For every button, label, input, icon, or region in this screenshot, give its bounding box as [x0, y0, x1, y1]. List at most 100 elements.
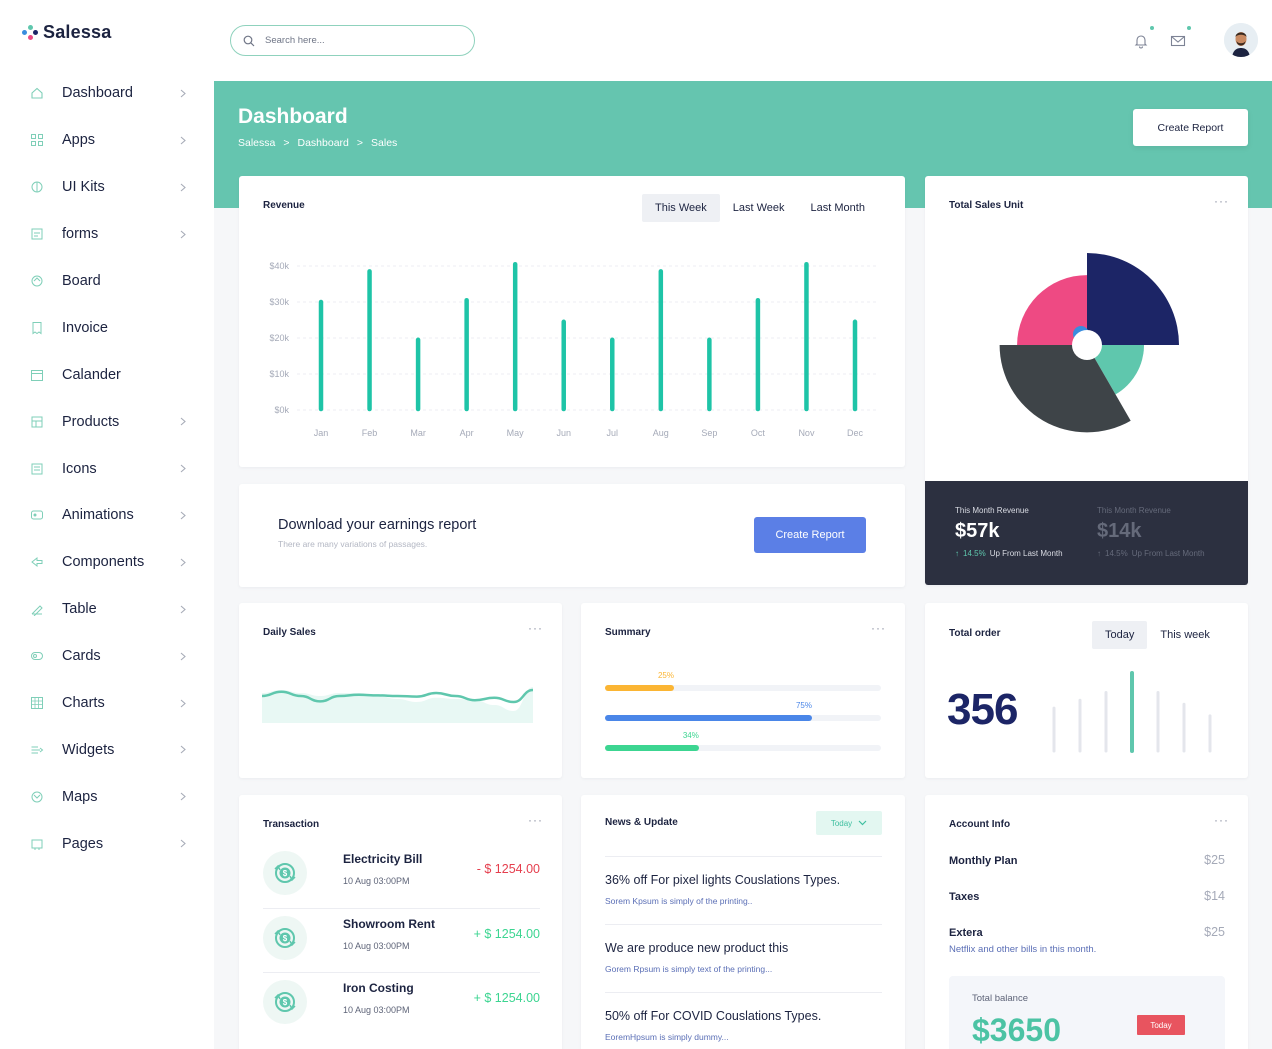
- maps-icon: [30, 790, 44, 804]
- chevron-right-icon[interactable]: [178, 88, 188, 98]
- balance-badge[interactable]: Today: [1137, 1015, 1185, 1035]
- sidebar-item-components[interactable]: Components: [0, 539, 214, 586]
- daily-sales-line[interactable]: [261, 688, 534, 704]
- more-options-icon[interactable]: ···: [528, 813, 543, 827]
- account-row-value: $14: [1204, 889, 1225, 903]
- search-input[interactable]: [265, 35, 455, 46]
- x-tick-label: Jan: [314, 428, 329, 438]
- more-options-icon[interactable]: ···: [1214, 194, 1229, 208]
- change-note: Up From Last Month: [989, 549, 1063, 558]
- polar-slice[interactable]: [1017, 275, 1087, 345]
- chevron-right-icon[interactable]: [178, 651, 188, 661]
- sidebar-item-table[interactable]: Table: [0, 586, 214, 633]
- news-item[interactable]: 50% off For COVID Couslations Types. Eore…: [605, 992, 882, 1042]
- x-tick-label: Nov: [798, 428, 815, 438]
- brand[interactable]: Salessa: [22, 22, 111, 43]
- mail-icon: [1170, 35, 1186, 47]
- sidebar-item-invoice[interactable]: Invoice: [0, 304, 214, 351]
- sidebar-item-maps[interactable]: Maps: [0, 773, 214, 820]
- prev-month-label: This Month Revenue: [1097, 506, 1171, 515]
- search-box[interactable]: [230, 25, 475, 56]
- sales-polar-chart: [999, 253, 1179, 433]
- sidebar-item-pages[interactable]: Pages: [0, 820, 214, 867]
- progress-fill: [605, 715, 812, 721]
- transaction-row[interactable]: $ Electricity Bill 10 Aug 03:00PM - $ 1254.…: [263, 844, 540, 908]
- more-options-icon[interactable]: ···: [528, 621, 543, 635]
- tab-this-week[interactable]: This Week: [642, 194, 720, 222]
- y-tick-label: $30k: [269, 297, 289, 307]
- polar-slice[interactable]: [999, 345, 1131, 433]
- prev-month-change: ↑ 14.5% Up From Last Month: [1097, 549, 1205, 558]
- revenue-card: Revenue This Week Last Week Last Month $…: [239, 176, 905, 467]
- sidebar-item-forms[interactable]: forms: [0, 211, 214, 258]
- chevron-right-icon[interactable]: [178, 698, 188, 708]
- search-icon: [243, 35, 255, 46]
- transaction-amount: + $ 1254.00: [473, 927, 540, 941]
- messages-button[interactable]: [1169, 26, 1191, 50]
- polar-slice[interactable]: [1087, 345, 1145, 395]
- chevron-right-icon[interactable]: [178, 135, 188, 145]
- tab-today[interactable]: Today: [1092, 621, 1148, 649]
- news-filter-dropdown[interactable]: Today: [816, 811, 882, 835]
- table-icon: [30, 602, 44, 617]
- change-percent: 14.5%: [1105, 549, 1128, 558]
- y-tick-label: $20k: [269, 333, 289, 343]
- x-tick-label: Dec: [847, 428, 864, 438]
- more-options-icon[interactable]: ···: [871, 621, 886, 635]
- news-card: News & Update Today 36% off For pixel li…: [581, 795, 905, 1049]
- balance-value: $3650: [972, 1012, 1061, 1048]
- download-create-report-button[interactable]: Create Report: [754, 517, 866, 553]
- chevron-right-icon[interactable]: [178, 182, 188, 192]
- more-options-icon[interactable]: ···: [1214, 813, 1229, 827]
- chevron-right-icon[interactable]: [178, 839, 188, 849]
- chevron-right-icon[interactable]: [178, 417, 188, 427]
- chevron-right-icon[interactable]: [178, 229, 188, 239]
- pages-icon: [30, 837, 44, 851]
- progress-track: [605, 685, 881, 691]
- sidebar-item-animations[interactable]: Animations: [0, 492, 214, 539]
- transaction-name: Electricity Bill: [343, 852, 423, 866]
- sidebar-item-dashboard[interactable]: Dashboard: [0, 70, 214, 117]
- total-balance-panel: Total balance $3650 Today: [949, 976, 1225, 1049]
- daily-sales-card: Daily Sales ···: [239, 603, 562, 778]
- chevron-right-icon[interactable]: [178, 792, 188, 802]
- news-item[interactable]: 36% off For pixel lights Couslations Typ…: [605, 856, 882, 906]
- sidebar-item-icons[interactable]: Icons: [0, 445, 214, 492]
- transaction-row[interactable]: $ Showroom Rent 10 Aug 03:00PM + $ 1254.00: [263, 908, 540, 972]
- progress-fill: [605, 685, 674, 691]
- sidebar-item-widgets[interactable]: Widgets: [0, 726, 214, 773]
- chevron-right-icon[interactable]: [178, 464, 188, 474]
- card-title: Total Sales Unit: [949, 200, 1024, 211]
- sidebar-nav: Dashboard Apps UI Kits forms Board Invoice Cal…: [0, 70, 214, 867]
- news-filter-label: Today: [830, 818, 853, 828]
- chevron-right-icon[interactable]: [178, 557, 188, 567]
- sidebar-item-board[interactable]: Board: [0, 258, 214, 305]
- chevron-right-icon[interactable]: [178, 604, 188, 614]
- account-note: Netflix and other bills in this month.: [949, 944, 1097, 955]
- chevron-right-icon[interactable]: [178, 510, 188, 520]
- chevron-right-icon[interactable]: [178, 745, 188, 755]
- sidebar-item-ui-kits[interactable]: UI Kits: [0, 164, 214, 211]
- dollar-cycle-icon: $: [263, 980, 307, 1024]
- sidebar-item-calander[interactable]: Calander: [0, 351, 214, 398]
- sidebar-item-cards[interactable]: Cards: [0, 633, 214, 680]
- tab-this-week[interactable]: This week: [1160, 629, 1210, 641]
- card-title: Revenue: [263, 200, 305, 211]
- polar-slice[interactable]: [1087, 253, 1179, 345]
- account-row-value: $25: [1204, 925, 1225, 939]
- x-tick-label: Oct: [751, 428, 766, 438]
- notification-button[interactable]: [1132, 26, 1154, 50]
- breadcrumb-item[interactable]: Salessa: [238, 137, 276, 149]
- news-item[interactable]: We are produce new product this Gorem Rps…: [605, 924, 882, 974]
- sidebar-item-charts[interactable]: Charts: [0, 680, 214, 727]
- revenue-tabs: This Week Last Week Last Month: [642, 194, 878, 222]
- transaction-row[interactable]: $ Iron Costing 10 Aug 03:00PM + $ 1254.00: [263, 972, 540, 1036]
- sidebar-item-products[interactable]: Products: [0, 398, 214, 445]
- avatar[interactable]: [1224, 23, 1258, 57]
- create-report-button[interactable]: Create Report: [1133, 109, 1248, 146]
- tab-last-month[interactable]: Last Month: [810, 202, 865, 214]
- breadcrumb-item[interactable]: Dashboard: [297, 137, 349, 149]
- tab-last-week[interactable]: Last Week: [732, 202, 785, 214]
- sidebar-item-apps[interactable]: Apps: [0, 117, 214, 164]
- card-title: Transaction: [263, 819, 320, 830]
